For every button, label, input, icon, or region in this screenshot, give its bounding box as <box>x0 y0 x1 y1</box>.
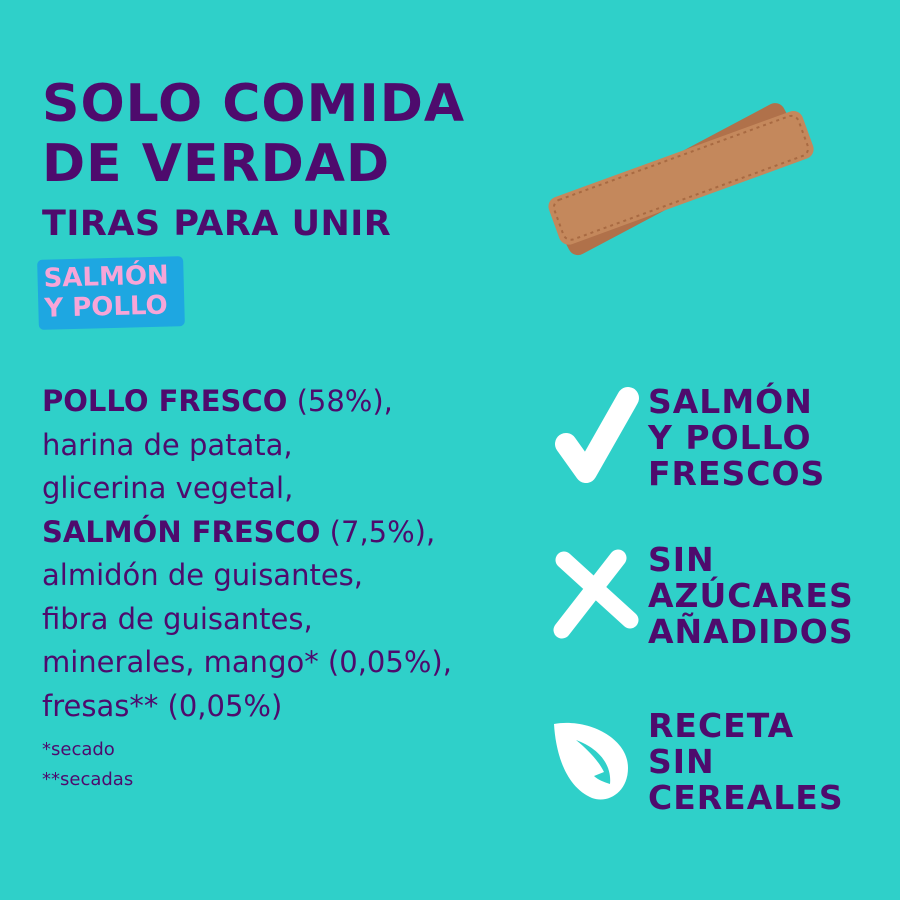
check-icon <box>555 387 639 483</box>
ingredient-text: fibra de guisantes, <box>42 601 313 636</box>
ingredient-text: glicerina vegetal, <box>42 471 294 505</box>
ingredient-line: minerales, mango* (0,05%), <box>42 641 452 685</box>
ingredient-line: almidón de guisantes, <box>42 554 452 598</box>
feature-line: SIN <box>648 742 715 781</box>
ingredient-text: minerales, mango* (0,05%), <box>42 645 452 679</box>
cross-icon <box>553 549 639 639</box>
feature-line: AÑADIDOS <box>648 612 854 651</box>
leaf-icon <box>554 722 628 800</box>
ingredient-text: (58%), <box>287 384 393 418</box>
ingredient-line: fresas** (0,05%) <box>42 685 452 729</box>
footnote: **secadas <box>42 769 134 790</box>
ingredient-line: glicerina vegetal, <box>42 467 452 511</box>
subtitle: TIRAS PARA UNIR <box>42 204 392 244</box>
feature-line: SIN <box>648 540 715 579</box>
feature-line: SALMÓN <box>648 382 813 421</box>
title-line-2: DE VERDAD <box>42 134 391 194</box>
footnotes: *secado **secadas <box>42 735 133 795</box>
ingredient-line: SALMÓN FRESCO (7,5%), <box>42 511 452 555</box>
flavor-badge: SALMÓN Y POLLO <box>37 256 185 330</box>
ingredient-highlight: POLLO FRESCO <box>42 384 288 418</box>
product-image <box>548 103 814 256</box>
badge-line-2: Y POLLO <box>43 290 169 324</box>
feature-line: Y POLLO <box>648 418 812 457</box>
feature-line: RECETA <box>648 706 795 745</box>
ingredients-list: POLLO FRESCO (58%), harina de patata, glic… <box>42 380 452 728</box>
feature-line: AZÚCARES <box>648 576 854 615</box>
badge-line-1: SALMÓN <box>43 260 170 294</box>
ingredient-text: harina de patata, <box>42 427 293 462</box>
title-line-1: SOLO COMIDA <box>42 74 466 134</box>
ingredient-line: harina de patata, <box>42 424 452 468</box>
page-title: SOLO COMIDA DE VERDAD <box>42 74 465 194</box>
ingredient-line: POLLO FRESCO (58%), <box>42 380 452 424</box>
ingredient-text: fresas** (0,05%) <box>42 688 283 723</box>
feature-grain-free: RECETA SIN CEREALES <box>548 708 878 828</box>
feature-no-sugar: SIN AZÚCARES AÑADIDOS <box>548 542 878 662</box>
ingredient-text: (7,5%), <box>320 514 436 549</box>
feature-line: FRESCOS <box>648 454 826 493</box>
feature-line: CEREALES <box>648 778 844 817</box>
feature-fresh: SALMÓN Y POLLO FRESCOS <box>548 384 878 504</box>
ingredient-text: almidón de guisantes, <box>42 558 363 592</box>
ingredient-highlight: SALMÓN FRESCO <box>42 514 321 549</box>
footnote: *secado <box>42 739 115 760</box>
ingredient-line: fibra de guisantes, <box>42 598 452 642</box>
